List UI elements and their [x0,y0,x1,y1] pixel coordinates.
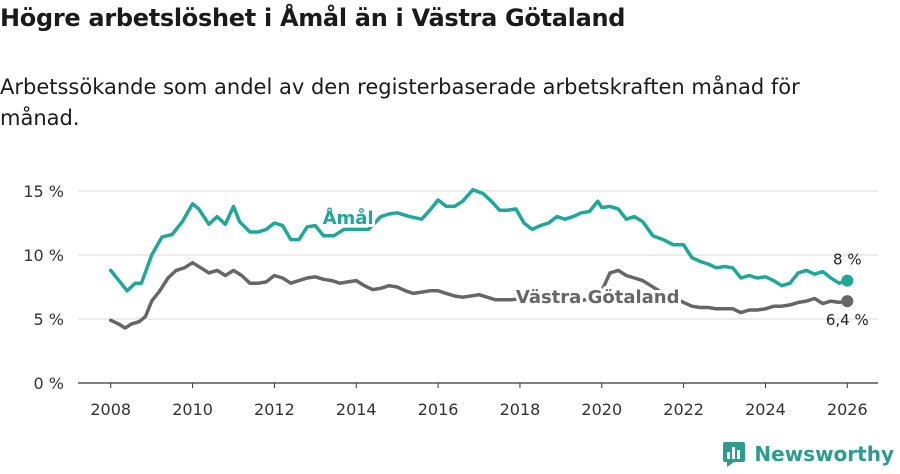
y-tick-label: 0 % [34,374,64,393]
end-point-vastra-gotaland [841,295,854,308]
y-tick-label: 15 % [23,182,64,201]
x-tick-label: 2020 [581,400,622,419]
series-line-amal [108,187,850,293]
x-tick-label: 2016 [418,400,459,419]
x-tick-label: 2026 [827,400,868,419]
end-value-label-vastra-gotaland: 6,4 % [826,311,869,329]
x-tick-label: 2012 [254,400,295,419]
series-label-amal: Åmål [323,206,374,229]
end-point-amal [841,274,854,287]
series-line-vastra-gotaland [108,260,850,330]
brand-name: Newsworthy [754,442,894,466]
end-value-label-amal: 8 % [833,251,862,269]
x-tick-label: 2010 [172,400,213,419]
x-tick-label: 2022 [663,400,704,419]
x-tick-label: 2024 [745,400,786,419]
brand-logo: Newsworthy [722,440,894,468]
series-label-vastra-gotaland: Västra Götaland [516,287,680,308]
y-tick-label: 10 % [23,246,64,265]
chart-subtitle: Arbetssökande som andel av den registerb… [0,75,800,130]
x-tick-label: 2014 [336,400,377,419]
y-tick-label: 5 % [34,310,64,329]
x-tick-label: 2008 [90,400,131,419]
x-tick-label: 2018 [500,400,541,419]
chart-title: Högre arbetslöshet i Åmål än i Västra Gö… [0,4,626,32]
newsworthy-logo-icon [723,442,746,467]
